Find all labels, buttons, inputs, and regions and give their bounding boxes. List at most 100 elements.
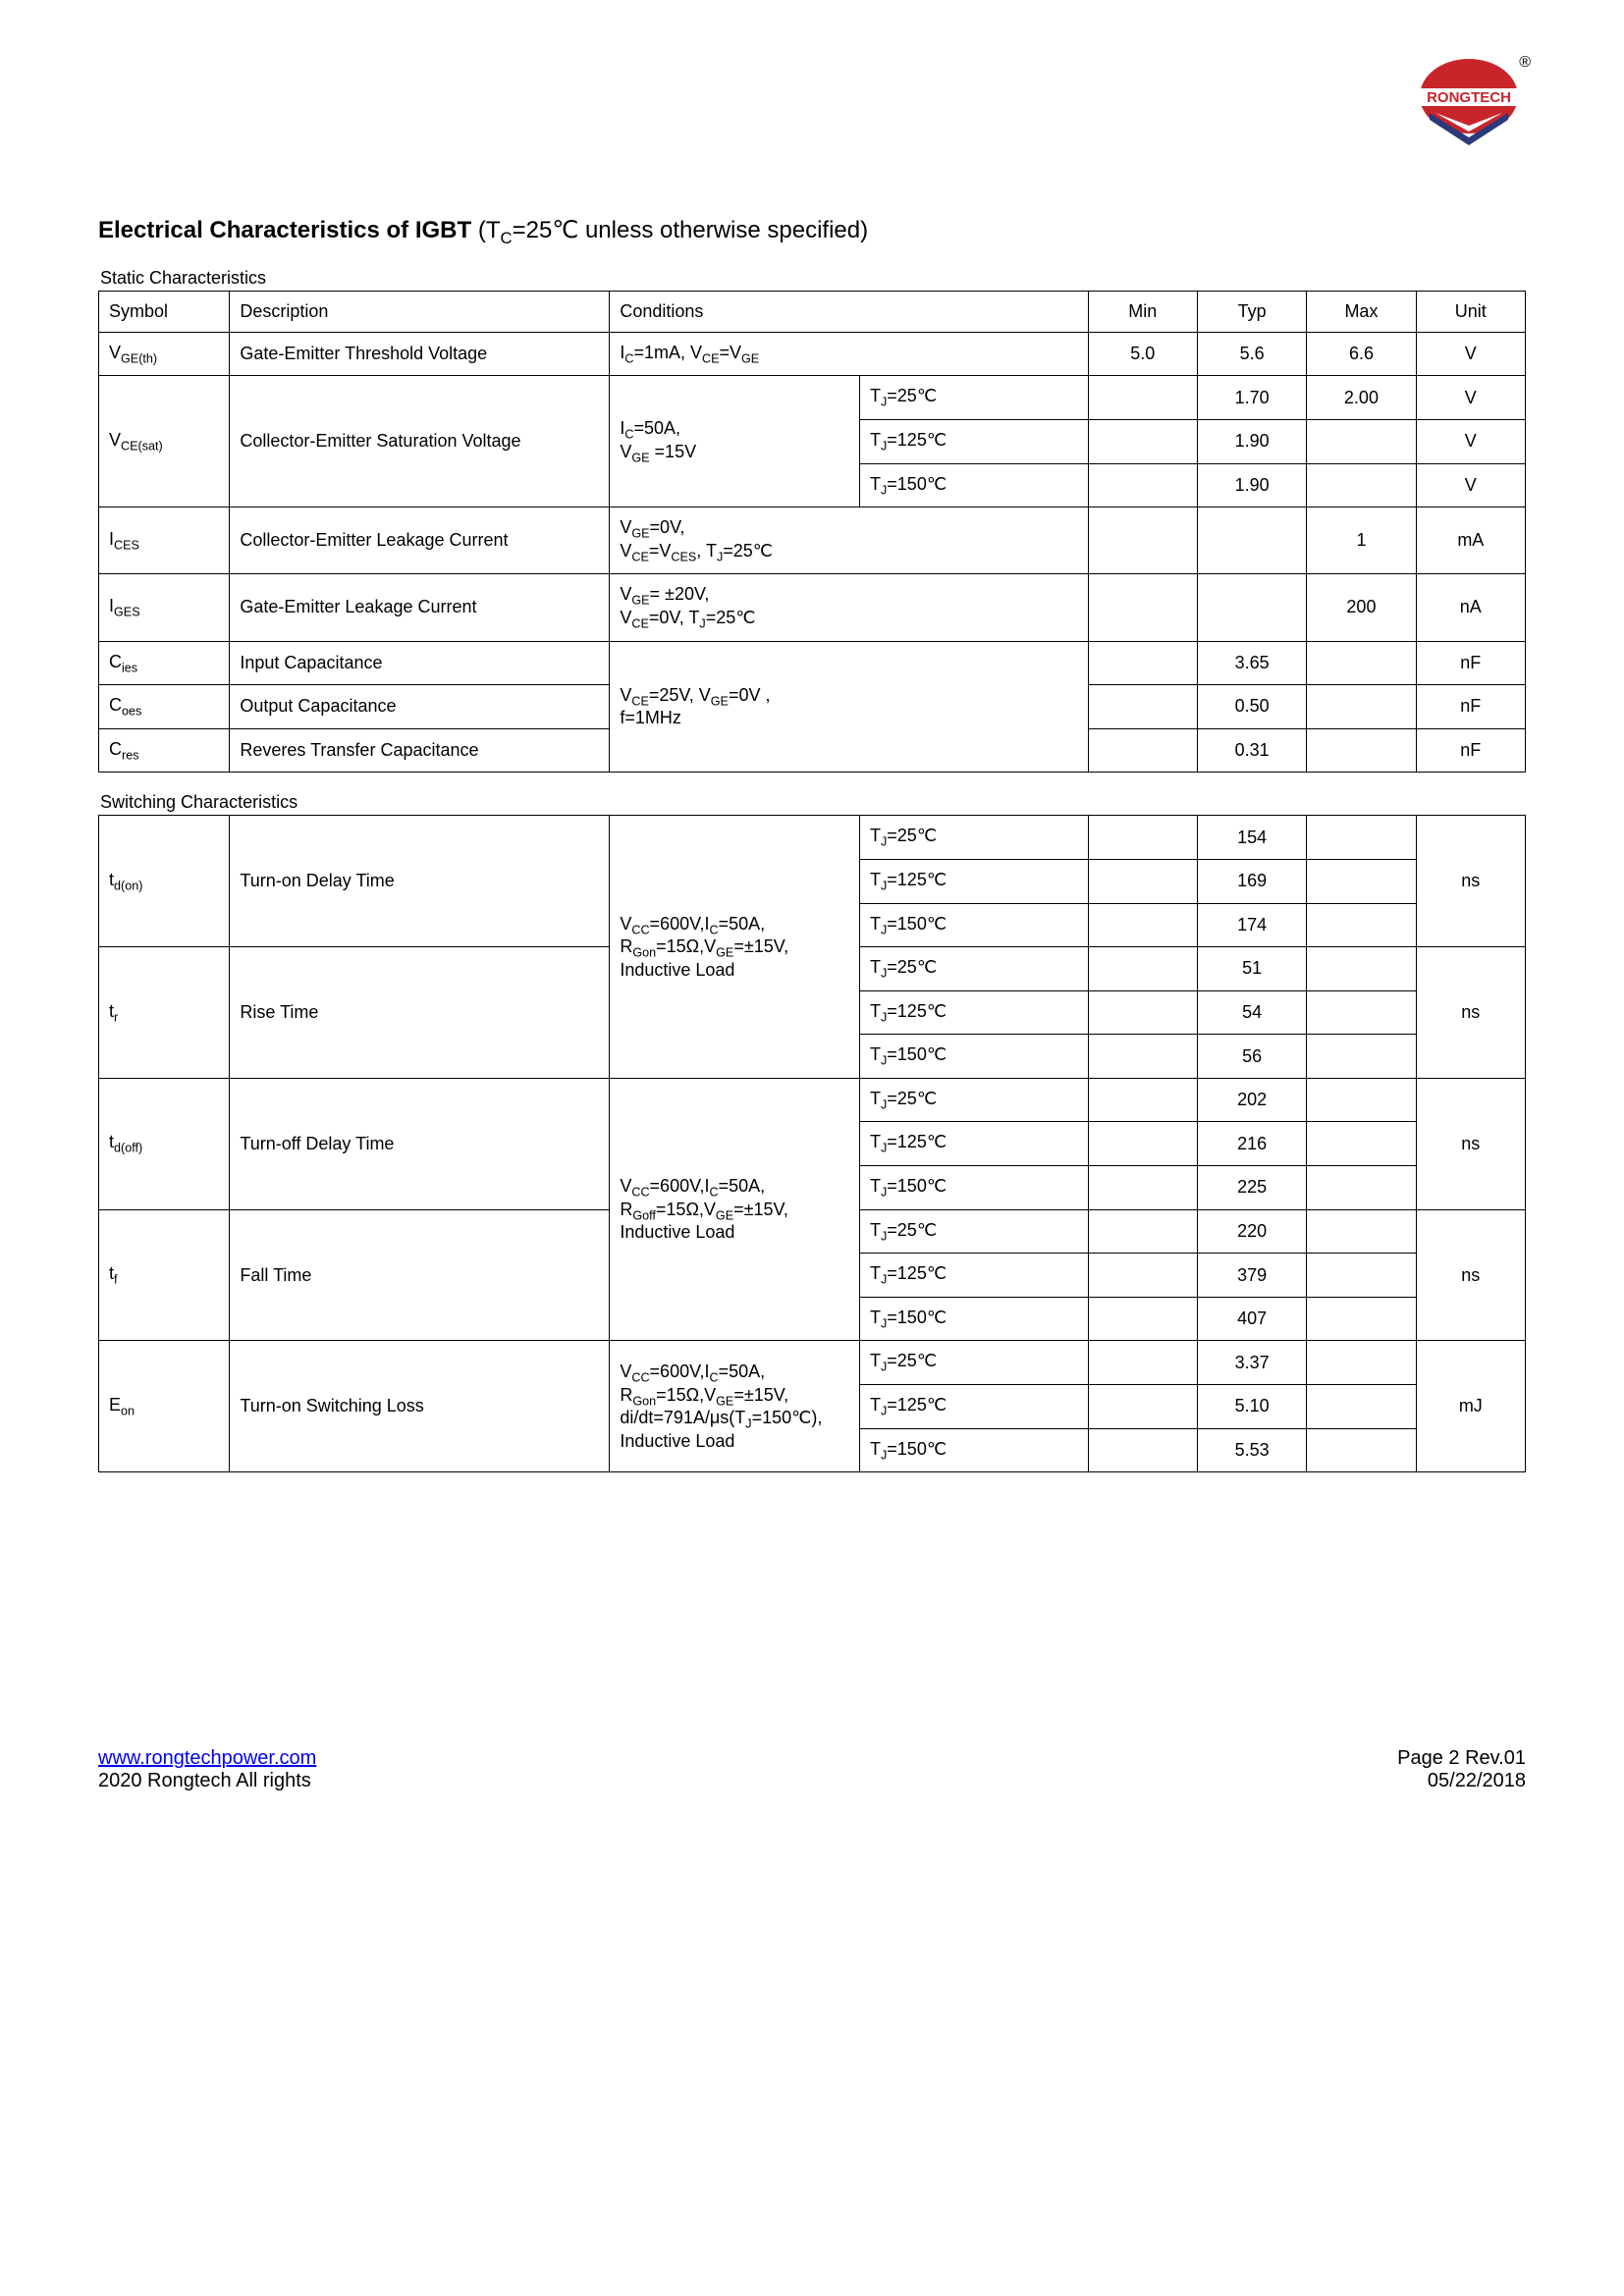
table-row: VGE(th) Gate-Emitter Threshold Voltage I…	[99, 332, 1526, 376]
tj-cell: TJ=25℃	[859, 816, 1088, 860]
min-cell	[1088, 1297, 1197, 1341]
typ-cell: 220	[1197, 1209, 1306, 1254]
desc-cell: Fall Time	[230, 1209, 610, 1341]
footer-left: www.rongtechpower.com 2020 Rongtech All …	[98, 1747, 316, 1792]
min-cell	[1088, 816, 1197, 860]
typ-cell: 0.50	[1197, 685, 1306, 729]
desc-cell: Gate-Emitter Leakage Current	[230, 574, 610, 641]
max-cell	[1307, 1209, 1416, 1254]
max-cell	[1307, 641, 1416, 685]
tj-cell: TJ=125℃	[859, 1122, 1088, 1166]
header-unit: Unit	[1416, 291, 1525, 332]
cond-cell: VGE=0V,VCE=VCES, TJ=25℃	[610, 507, 1088, 574]
svg-text:RONGTECH: RONGTECH	[1427, 89, 1511, 106]
typ-cell: 202	[1197, 1078, 1306, 1122]
page-footer: www.rongtechpower.com 2020 Rongtech All …	[98, 1747, 1526, 1792]
typ-cell: 225	[1197, 1166, 1306, 1210]
desc-cell: Turn-on Switching Loss	[230, 1341, 610, 1472]
desc-cell: Turn-on Delay Time	[230, 816, 610, 947]
min-cell	[1088, 685, 1197, 729]
typ-cell	[1197, 574, 1306, 641]
typ-cell: 169	[1197, 859, 1306, 903]
max-cell	[1307, 1035, 1416, 1079]
footer-right: Page 2 Rev.01 05/22/2018	[1397, 1747, 1526, 1792]
typ-cell: 54	[1197, 990, 1306, 1035]
min-cell	[1088, 903, 1197, 947]
table-row: ICES Collector-Emitter Leakage Current V…	[99, 507, 1526, 574]
table-row: VCE(sat) Collector-Emitter Saturation Vo…	[99, 376, 1526, 420]
min-cell	[1088, 1166, 1197, 1210]
min-cell	[1088, 419, 1197, 463]
typ-cell: 379	[1197, 1254, 1306, 1298]
unit-cell: V	[1416, 376, 1525, 420]
unit-cell: mJ	[1416, 1341, 1525, 1472]
symbol-cell: IGES	[99, 574, 230, 641]
typ-cell: 407	[1197, 1297, 1306, 1341]
cond-cell: IC=1mA, VCE=VGE	[610, 332, 1088, 376]
typ-cell: 5.53	[1197, 1428, 1306, 1472]
min-cell	[1088, 641, 1197, 685]
min-cell	[1088, 990, 1197, 1035]
tj-cell: TJ=150℃	[859, 903, 1088, 947]
unit-cell: nA	[1416, 574, 1525, 641]
max-cell	[1307, 990, 1416, 1035]
unit-cell: ns	[1416, 816, 1525, 947]
section-static-title: Static Characteristics	[100, 268, 1526, 289]
header-max: Max	[1307, 291, 1416, 332]
typ-cell: 174	[1197, 903, 1306, 947]
static-characteristics-table: Symbol Description Conditions Min Typ Ma…	[98, 291, 1526, 774]
max-cell	[1307, 1254, 1416, 1298]
min-cell	[1088, 1035, 1197, 1079]
max-cell	[1307, 859, 1416, 903]
unit-cell: nF	[1416, 641, 1525, 685]
symbol-cell: td(on)	[99, 816, 230, 947]
typ-cell: 1.70	[1197, 376, 1306, 420]
min-cell	[1088, 728, 1197, 773]
unit-cell: V	[1416, 419, 1525, 463]
tj-cell: TJ=125℃	[859, 859, 1088, 903]
min-cell	[1088, 947, 1197, 991]
cond-cell: IC=50A,VGE =15V	[610, 376, 860, 507]
symbol-cell: VCE(sat)	[99, 376, 230, 507]
min-cell	[1088, 1122, 1197, 1166]
symbol-cell: Eon	[99, 1341, 230, 1472]
table-row: Cies Input Capacitance VCE=25V, VGE=0V ,…	[99, 641, 1526, 685]
max-cell	[1307, 816, 1416, 860]
max-cell	[1307, 1341, 1416, 1385]
max-cell	[1307, 1166, 1416, 1210]
min-cell	[1088, 1254, 1197, 1298]
tj-cell: TJ=25℃	[859, 376, 1088, 420]
table-row: td(off) Turn-off Delay Time VCC=600V,IC=…	[99, 1078, 1526, 1122]
typ-cell: 5.6	[1197, 332, 1306, 376]
max-cell	[1307, 1297, 1416, 1341]
typ-cell: 51	[1197, 947, 1306, 991]
cond-cell: VCC=600V,IC=50A,RGon=15Ω,VGE=±15V,di/dt=…	[610, 1341, 860, 1472]
min-cell	[1088, 574, 1197, 641]
typ-cell: 3.37	[1197, 1341, 1306, 1385]
max-cell	[1307, 903, 1416, 947]
symbol-cell: VGE(th)	[99, 332, 230, 376]
registered-icon: ®	[1519, 54, 1531, 72]
symbol-cell: td(off)	[99, 1078, 230, 1209]
desc-cell: Input Capacitance	[230, 641, 610, 685]
table-row: Eon Turn-on Switching Loss VCC=600V,IC=5…	[99, 1341, 1526, 1385]
desc-cell: Gate-Emitter Threshold Voltage	[230, 332, 610, 376]
max-cell: 1	[1307, 507, 1416, 574]
symbol-cell: tr	[99, 947, 230, 1079]
symbol-cell: Cies	[99, 641, 230, 685]
max-cell: 200	[1307, 574, 1416, 641]
max-cell	[1307, 1122, 1416, 1166]
symbol-cell: Coes	[99, 685, 230, 729]
footer-url-link[interactable]: www.rongtechpower.com	[98, 1747, 316, 1769]
page-title: Electrical Characteristics of IGBT (TC=2…	[98, 216, 1526, 248]
min-cell	[1088, 1428, 1197, 1472]
cond-cell: VCC=600V,IC=50A,RGon=15Ω,VGE=±15V,Induct…	[610, 816, 860, 1079]
header-min: Min	[1088, 291, 1197, 332]
tj-cell: TJ=25℃	[859, 947, 1088, 991]
tj-cell: TJ=150℃	[859, 1428, 1088, 1472]
min-cell	[1088, 463, 1197, 507]
min-cell	[1088, 1209, 1197, 1254]
max-cell	[1307, 1078, 1416, 1122]
symbol-cell: ICES	[99, 507, 230, 574]
typ-cell: 56	[1197, 1035, 1306, 1079]
